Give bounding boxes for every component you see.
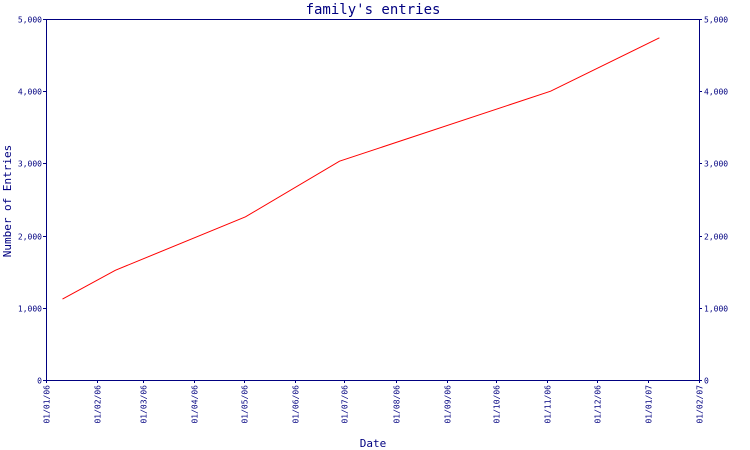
x-tick-label: 01/02/07 bbox=[696, 385, 705, 424]
x-tick-label: 01/01/06 bbox=[43, 385, 52, 424]
x-tick-label: 01/05/06 bbox=[241, 385, 250, 424]
x-tick-label: 01/10/06 bbox=[493, 385, 502, 424]
y-axis-right: 0 1,000 2,000 3,000 4,000 5,000 bbox=[699, 16, 728, 386]
y-axis-left: 0 1,000 2,000 3,000 4,000 5,000 bbox=[18, 16, 46, 386]
x-tick-label: 01/11/06 bbox=[544, 385, 553, 424]
y-tick-label-right: 4,000 bbox=[704, 88, 728, 97]
x-tick-label: 01/08/06 bbox=[393, 385, 402, 424]
y-tick-label: 2,000 bbox=[18, 233, 42, 242]
y-tick-label-right: 5,000 bbox=[704, 16, 728, 25]
y-tick-label-right: 0 bbox=[704, 377, 709, 386]
x-tick-label: 01/03/06 bbox=[140, 385, 149, 424]
chart-title: family's entries bbox=[306, 2, 441, 18]
y-tick-label: 4,000 bbox=[18, 88, 42, 97]
y-tick-label-right: 3,000 bbox=[704, 160, 728, 169]
y-tick-label: 0 bbox=[37, 377, 42, 386]
y-axis-label: Number of Entries bbox=[1, 145, 14, 258]
y-tick-label: 5,000 bbox=[18, 16, 42, 25]
y-tick-label: 1,000 bbox=[18, 305, 42, 314]
x-tick-label: 01/09/06 bbox=[444, 385, 453, 424]
x-tick-label: 01/12/06 bbox=[594, 385, 603, 424]
series-line bbox=[62, 37, 660, 300]
x-tick-label: 01/04/06 bbox=[191, 385, 200, 424]
x-tick-label: 01/01/07 bbox=[645, 385, 654, 424]
x-axis-label: Date bbox=[360, 437, 387, 450]
x-tick-label: 01/06/06 bbox=[292, 385, 301, 424]
y-tick-label-right: 1,000 bbox=[704, 305, 728, 314]
x-tick-label: 01/02/06 bbox=[94, 385, 103, 424]
y-tick-label-right: 2,000 bbox=[704, 233, 728, 242]
y-tick-label: 3,000 bbox=[18, 160, 42, 169]
x-tick-label: 01/07/06 bbox=[341, 385, 350, 424]
x-axis: 01/01/06 01/02/06 01/03/06 01/04/06 01/05/06… bbox=[43, 380, 705, 424]
plot-frame bbox=[46, 19, 700, 381]
